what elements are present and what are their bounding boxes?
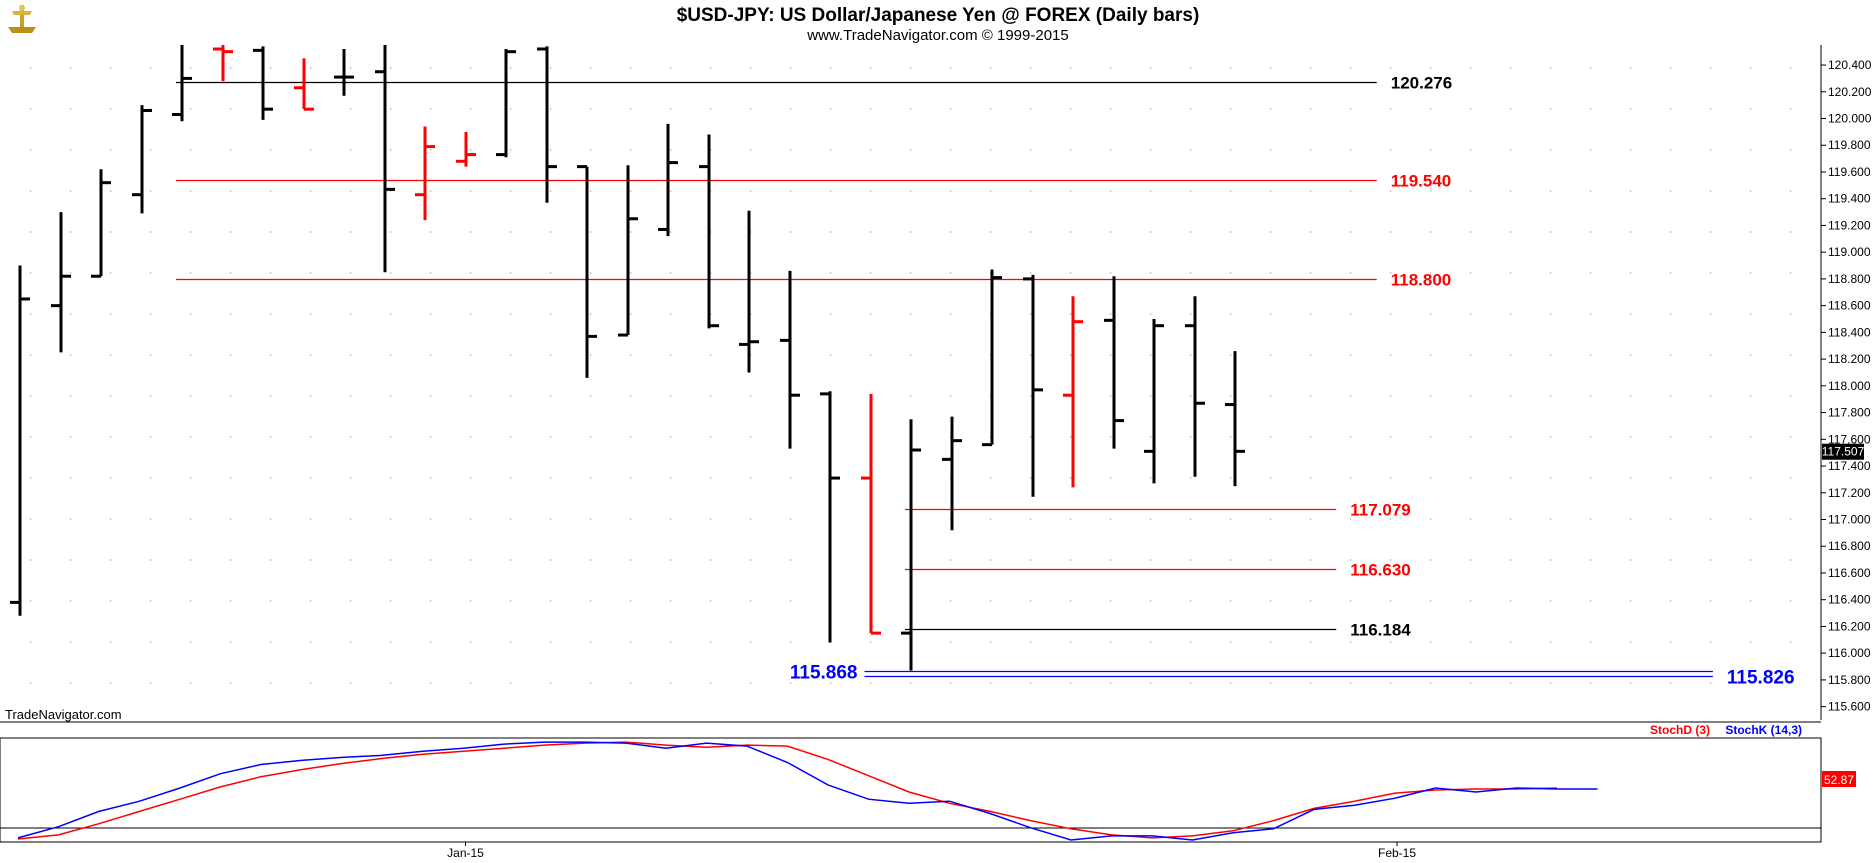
chart-title: $USD-JPY: US Dollar/Japanese Yen @ FOREX… xyxy=(677,5,1200,26)
stoch-line-0 xyxy=(17,741,1558,840)
price-bar-19 xyxy=(780,270,800,449)
y-tick-label-17: 119.000 xyxy=(1828,245,1871,259)
x-tick-label-1: Feb-15 xyxy=(1378,846,1416,860)
y-tick-label-5: 116.600 xyxy=(1828,566,1871,580)
y-tick-label-1: 115.800 xyxy=(1828,673,1871,687)
chart-subtitle: www.TradeNavigator.com © 1999-2015 xyxy=(806,27,1068,44)
time-axis: Jan-15 Feb-15 xyxy=(447,842,1416,860)
price-bar-5 xyxy=(213,45,233,82)
y-tick-label-23: 120.200 xyxy=(1828,85,1872,99)
level-label-0: 120.276 xyxy=(1391,74,1452,93)
y-tick-label-14: 118.400 xyxy=(1828,325,1871,339)
price-bar-14 xyxy=(577,165,597,378)
y-tick-label-24: 120.400 xyxy=(1828,58,1872,72)
price-bar-29 xyxy=(1185,296,1205,477)
y-tick-label-8: 117.200 xyxy=(1828,486,1871,500)
level-lines xyxy=(176,81,1713,678)
y-tick-label-10: 117.600 xyxy=(1828,432,1871,446)
price-bar-25 xyxy=(1023,274,1043,497)
legend-stoch-d: StochD (3) xyxy=(1650,723,1710,737)
price-bar-11 xyxy=(456,131,476,167)
price-bar-17 xyxy=(699,134,719,329)
price-bar-22 xyxy=(901,419,921,671)
y-tick-label-16: 118.800 xyxy=(1828,272,1871,286)
price-bar-15 xyxy=(618,165,638,337)
stochastic-lines xyxy=(17,741,1598,841)
price-bar-16 xyxy=(658,123,678,237)
price-bar-0 xyxy=(10,265,30,616)
price-bar-9 xyxy=(375,45,395,273)
price-bar-13 xyxy=(537,46,557,203)
watermark-text: TradeNavigator.com xyxy=(5,707,122,722)
price-bar-6 xyxy=(253,46,273,120)
level-label-4: 116.630 xyxy=(1350,561,1411,580)
stoch-line-1 xyxy=(17,741,1598,841)
y-tick-label-3: 116.200 xyxy=(1828,619,1871,633)
price-bar-26 xyxy=(1063,296,1083,488)
price-bar-28 xyxy=(1144,319,1164,484)
stoch-last-value: 52.87 xyxy=(1824,773,1854,787)
y-tick-label-20: 119.600 xyxy=(1828,165,1871,179)
level-label-6: 115.868 xyxy=(790,663,858,684)
price-bar-2 xyxy=(91,169,111,278)
y-tick-label-21: 119.800 xyxy=(1828,138,1871,152)
last-price-badge: 117.507 xyxy=(1822,443,1865,460)
price-bar-24 xyxy=(982,269,1002,447)
level-label-1: 119.540 xyxy=(1391,172,1452,191)
price-bar-1 xyxy=(51,212,71,353)
price-panel-frame xyxy=(0,45,1822,723)
y-tick-label-12: 118.000 xyxy=(1828,379,1871,393)
level-label-3: 117.079 xyxy=(1350,501,1411,520)
y-tick-label-18: 119.200 xyxy=(1828,218,1871,232)
logo-icon xyxy=(8,5,36,33)
y-tick-label-6: 116.800 xyxy=(1828,539,1871,553)
y-tick-label-0: 115.600 xyxy=(1828,700,1871,714)
price-bar-21 xyxy=(861,393,881,635)
legend-stoch-k: StochK (14,3) xyxy=(1725,723,1802,737)
y-tick-label-19: 119.400 xyxy=(1828,192,1871,206)
y-tick-label-9: 117.400 xyxy=(1828,459,1871,473)
price-bar-7 xyxy=(294,58,314,111)
price-bar-30 xyxy=(1225,351,1245,487)
y-tick-label-15: 118.600 xyxy=(1828,299,1871,313)
y-tick-label-4: 116.400 xyxy=(1828,593,1871,607)
y-tick-label-22: 120.000 xyxy=(1828,112,1872,126)
price-bar-12 xyxy=(496,49,516,158)
price-bar-3 xyxy=(132,105,152,214)
y-tick-label-7: 117.000 xyxy=(1828,513,1871,527)
price-bar-20 xyxy=(820,391,840,643)
chart-header: $USD-JPY: US Dollar/Japanese Yen @ FOREX… xyxy=(677,5,1200,44)
level-labels: 120.276 119.540 118.800 117.079 116.630 116.1… xyxy=(790,74,1795,689)
price-bars xyxy=(10,45,1245,671)
last-price-label: 117.507 xyxy=(1822,445,1865,459)
price-bar-4 xyxy=(172,45,192,122)
price-bar-23 xyxy=(942,416,962,531)
level-label-5: 116.184 xyxy=(1350,621,1411,640)
price-axis: 115.600 115.800 116.000 116.200 116.400 116.6… xyxy=(1821,58,1872,714)
price-bar-18 xyxy=(739,210,759,373)
y-tick-label-2: 116.000 xyxy=(1828,646,1871,660)
level-label-7: 115.826 xyxy=(1727,668,1795,689)
price-bar-27 xyxy=(1104,276,1124,449)
y-tick-label-11: 117.800 xyxy=(1828,406,1871,420)
stochastic-panel: StochD (3) StochK (14,3) 52.87 xyxy=(0,723,1856,843)
level-label-2: 118.800 xyxy=(1391,271,1452,290)
price-bar-10 xyxy=(415,126,435,221)
price-bar-8 xyxy=(334,49,354,96)
x-tick-label-0: Jan-15 xyxy=(447,846,484,860)
y-tick-label-13: 118.200 xyxy=(1828,352,1871,366)
